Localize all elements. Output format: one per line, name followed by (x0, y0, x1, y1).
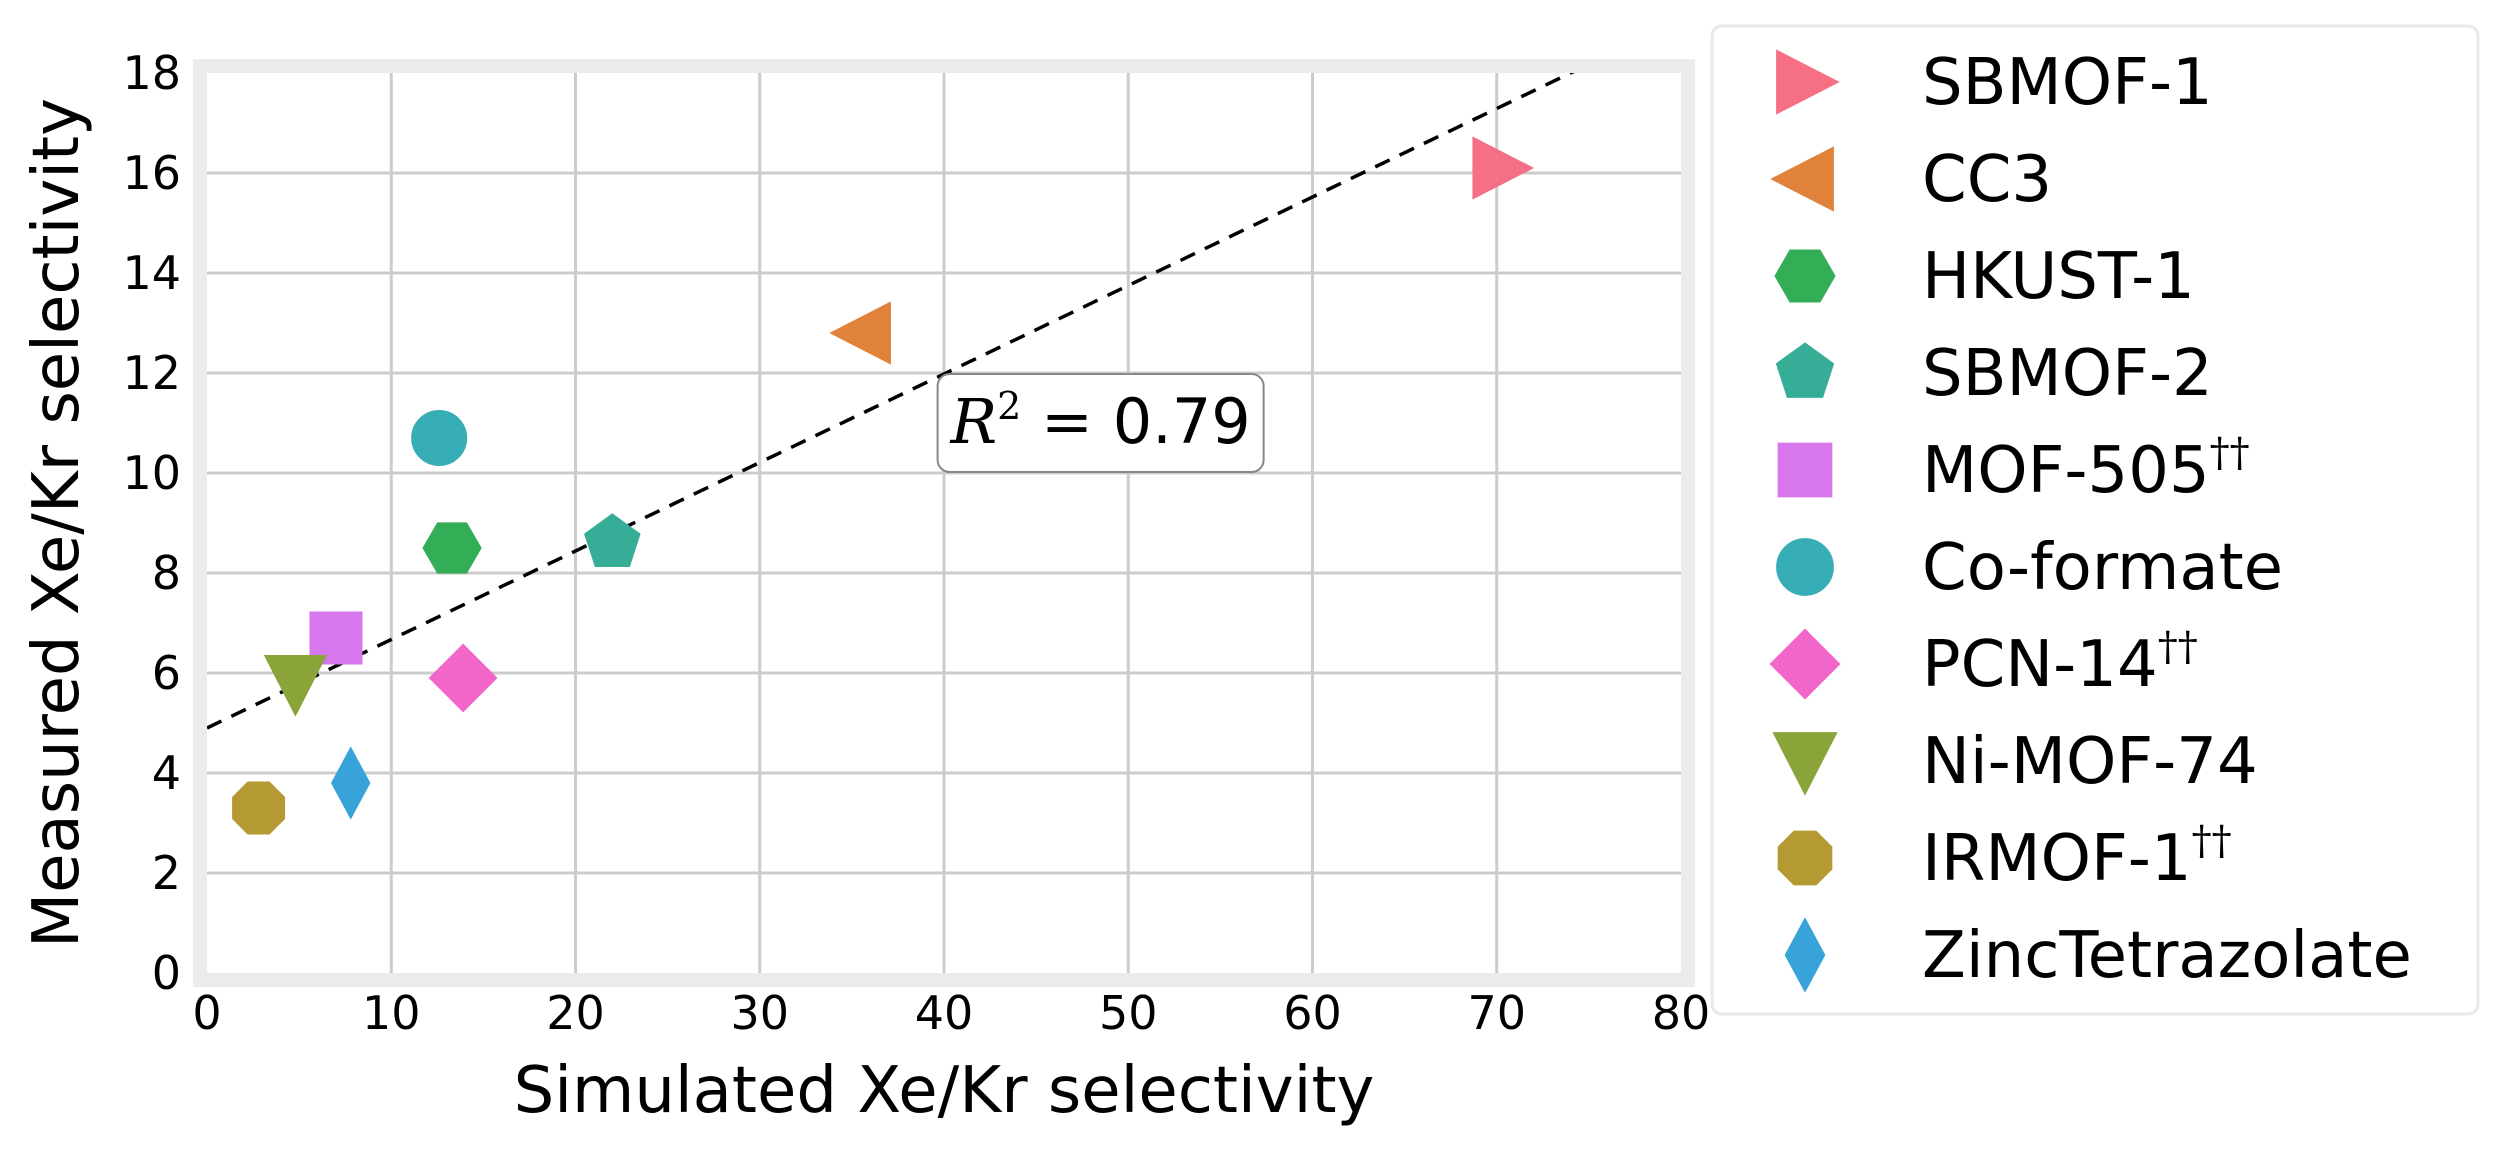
legend-label-irmof-1: IRMOF-1†† (1922, 818, 2232, 896)
data-points (232, 136, 1535, 835)
x-tick-label: 40 (915, 986, 974, 1040)
y-tick-label: 14 (122, 246, 181, 300)
point-ni-mof-74 (263, 655, 328, 717)
legend-label-pcn-14: PCN-14†† (1922, 624, 2198, 702)
legend-label-sbmof-1: SBMOF-1 (1922, 46, 2213, 120)
r2-annotation-box (936, 373, 1265, 473)
legend-marker-ni-mof-74 (1772, 732, 1838, 796)
y-tick-label: 0 (152, 946, 181, 1000)
r2-superscript: 2 (997, 384, 1021, 428)
x-tick-label: 20 (546, 986, 605, 1040)
x-tick-label: 80 (1652, 986, 1711, 1040)
r2-symbol: R (949, 385, 997, 458)
y-tick-label: 2 (152, 846, 181, 900)
point-zinctetrazolate (330, 746, 371, 820)
legend-label-zinctetrazolate: ZincTetrazolate (1922, 919, 2412, 993)
fit-line (207, 73, 1575, 730)
y-tick-label: 4 (152, 746, 181, 800)
legend-marker-irmof-1 (1777, 830, 1833, 886)
x-tick-label: 30 (730, 986, 789, 1040)
x-tick-label: 50 (1099, 986, 1158, 1040)
y-tick-labels: 0 2 4 6 8 10 12 14 16 18 (122, 46, 181, 1000)
legend-label-superscript: †† (2210, 430, 2250, 476)
x-axis-title: Simulated Xe/Kr selectivity (514, 1054, 1375, 1128)
x-tick-label: 10 (362, 986, 421, 1040)
point-co-formate (411, 410, 468, 466)
r2-annotation: R2 = 0.79 (936, 373, 1265, 473)
legend-label-hkust-1: HKUST-1 (1922, 240, 2195, 314)
y-tick-label: 18 (122, 46, 181, 100)
y-tick-label: 16 (122, 146, 181, 200)
y-axis-title: Measured Xe/Kr selectivity (20, 98, 94, 948)
legend-marker-co-formate (1776, 538, 1834, 596)
legend-marker-pcn-14 (1769, 628, 1841, 700)
legend-label-superscript: †† (2192, 818, 2232, 864)
legend-label-co-formate: Co-formate (1922, 531, 2283, 605)
y-tick-label: 6 (152, 646, 181, 700)
r2-value: 0.79 (1113, 385, 1251, 458)
r2-equals: = (1021, 385, 1112, 458)
y-tick-label: 12 (122, 346, 181, 400)
y-tick-label: 10 (122, 446, 181, 500)
x-tick-label: 60 (1283, 986, 1342, 1040)
legend-label-mof-505: MOF-505†† (1922, 430, 2250, 508)
x-tick-label: 0 (192, 986, 221, 1040)
legend-label-superscript: †† (2158, 624, 2198, 670)
legend-frame (1710, 24, 2480, 1016)
point-sbmof-1 (1472, 136, 1535, 200)
legend-marker-sbmof-1 (1776, 49, 1840, 115)
legend-label-ni-mof-74: Ni-MOF-74 (1922, 725, 2258, 799)
legend: SBMOF-1 CC3 HKUST-1 SBMOF-2 MOF-505†† Co-form… (1710, 24, 2480, 1016)
legend-marker-hkust-1 (1774, 249, 1836, 303)
x-tick-labels: 0 10 20 30 40 50 60 70 80 (192, 986, 1710, 1040)
point-sbmof-2 (584, 513, 641, 568)
legend-marker-cc3 (1770, 146, 1834, 212)
legend-marker-mof-505 (1777, 442, 1833, 498)
legend-marker-sbmof-2 (1775, 342, 1835, 398)
point-pcn-14 (428, 643, 498, 713)
legend-label-cc3: CC3 (1922, 143, 2052, 217)
legend-label-sbmof-2: SBMOF-2 (1922, 337, 2213, 411)
r2-annotation-text: R2 = 0.79 (949, 384, 1250, 458)
point-cc3 (829, 301, 891, 365)
point-hkust-1 (422, 522, 482, 574)
x-tick-label: 70 (1467, 986, 1526, 1040)
point-irmof-1 (232, 781, 286, 835)
legend-marker-zinctetrazolate (1784, 917, 1826, 993)
y-tick-label: 8 (152, 546, 181, 600)
